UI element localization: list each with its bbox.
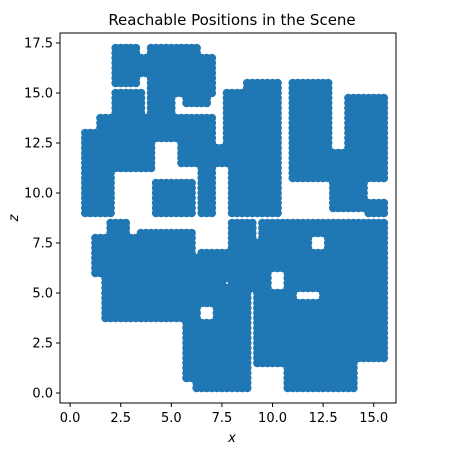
scatter-points [81,43,389,393]
data-point [192,43,201,53]
y-axis-ticks: 0.0 2.5 5.0 7.5 10.0 12.5 15.0 17.5 [24,37,60,402]
y-tick-label: 10.0 [24,187,53,202]
data-point [167,93,176,103]
data-point [136,88,146,98]
y-tick-label: 17.5 [24,37,53,52]
y-tick-label: 15.0 [24,87,53,102]
y-axis-label: z [7,213,22,222]
data-point [379,153,389,163]
data-point [242,288,252,298]
y-tick-label: 12.5 [24,137,53,152]
data-point [379,218,389,228]
x-axis-ticks: 0.0 2.5 5.0 7.5 10.0 12.5 15.0 [60,403,388,426]
y-tick-label: 7.5 [32,237,53,252]
data-point [187,228,196,238]
x-tick-label: 7.5 [212,411,233,426]
x-tick-label: 12.5 [309,411,338,426]
data-point [379,93,389,103]
data-point [187,178,196,188]
data-point [121,218,131,228]
data-point [207,53,217,63]
plot-frame [59,32,397,404]
x-axis-label: x [227,431,236,446]
x-tick-label: 2.5 [110,411,131,426]
data-point [131,43,141,53]
y-tick-label: 2.5 [32,337,53,352]
data-point [207,113,217,123]
y-tick-label: 0.0 [32,387,53,402]
chart-title: Reachable Positions in the Scene [108,11,355,29]
data-point [202,93,212,103]
x-tick-label: 5.0 [161,411,182,426]
data-point [379,288,389,298]
data-point [323,78,333,88]
x-tick-label: 0.0 [60,411,81,426]
data-point [379,268,389,278]
x-tick-label: 15.0 [359,411,388,426]
data-point [247,218,257,228]
data-point [379,198,389,208]
data-point [288,288,298,298]
data-point [273,78,282,88]
y-tick-label: 5.0 [32,287,53,302]
x-tick-label: 10.0 [258,411,287,426]
